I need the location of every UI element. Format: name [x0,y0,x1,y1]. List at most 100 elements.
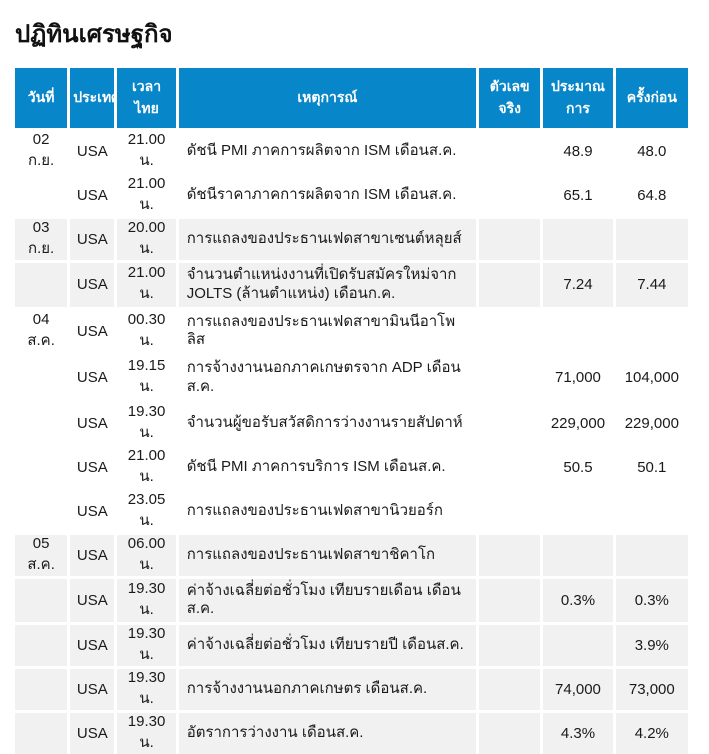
calendar-body: 02 ก.ย. USA 21.00 น. ดัชนี PMI ภาคการผลิ… [15,131,688,754]
cell-country: USA [70,131,115,172]
header-thai-time: เวลาไทย [117,68,176,128]
cell-forecast [543,219,613,260]
cell-previous: 7.44 [615,263,688,307]
cell-forecast [543,490,613,532]
cell-previous [615,490,688,532]
cell-previous: 73,000 [615,669,688,710]
table-row: USA 21.00 น. ดัชนีราคาภาคการผลิตจาก ISM … [15,175,688,216]
cell-actual [479,175,541,216]
cell-date: 03 ก.ย. [15,219,68,260]
header-forecast: ประมาณการ [543,68,613,128]
table-row: USA 19.30 น. ค่าจ้างเฉลี่ยต่อชั่วโมง เที… [15,625,688,666]
cell-time: 19.15 น. [117,356,176,400]
cell-event: ค่าจ้างเฉลี่ยต่อชั่วโมง เทียบรายเดือน เด… [178,578,477,622]
cell-forecast [543,309,613,353]
cell-time: 21.00 น. [117,175,176,216]
cell-country: USA [70,219,115,260]
cell-event: ดัชนีราคาภาคการผลิตจาก ISM เดือนส.ค. [178,175,477,216]
cell-actual [479,669,541,710]
cell-time: 00.30 น. [117,309,176,353]
cell-date [15,669,68,710]
cell-country: USA [70,356,115,400]
cell-event: การแถลงของประธานเฟดสาขามินนีอาโพลิส [178,309,477,353]
table-row: 02 ก.ย. USA 21.00 น. ดัชนี PMI ภาคการผลิ… [15,131,688,172]
cell-date [15,578,68,622]
cell-forecast: 65.1 [543,175,613,216]
cell-event: การจ้างงานนอกภาคเกษตร เดือนส.ค. [178,669,477,710]
cell-previous: 4.2% [615,713,688,754]
cell-date: 05 ส.ค. [15,534,68,576]
cell-actual [479,356,541,400]
table-row: 03 ก.ย. USA 20.00 น. การแถลงของประธานเฟด… [15,219,688,260]
cell-country: USA [70,402,115,444]
cell-country: USA [70,309,115,353]
cell-country: USA [70,713,115,754]
table-row: USA 21.00 น. จำนวนตำแหน่งงานที่เปิดรับสม… [15,263,688,307]
header-event: เหตุการณ์ [178,68,477,128]
header-actual: ตัวเลขจริง [479,68,541,128]
cell-date [15,713,68,754]
cell-actual [479,263,541,307]
cell-previous [615,309,688,353]
cell-event: จำนวนผู้ขอรับสวัสดิการว่างงานรายสัปดาห์ [178,402,477,444]
cell-time: 19.30 น. [117,713,176,754]
cell-forecast: 4.3% [543,713,613,754]
cell-time: 19.30 น. [117,625,176,666]
cell-event: การแถลงของประธานเฟดสาขาชิคาโก [178,534,477,576]
cell-actual [479,402,541,444]
cell-actual [479,446,541,488]
header-country: ประเทศ [70,68,115,128]
cell-previous [615,219,688,260]
cell-forecast [543,534,613,576]
cell-time: 21.00 น. [117,131,176,172]
cell-actual [479,534,541,576]
table-row: USA 21.00 น. ดัชนี PMI ภาคการบริการ ISM … [15,446,688,488]
cell-actual [479,713,541,754]
table-header: วันที่ ประเทศ เวลาไทย เหตุการณ์ ตัวเลขจร… [15,68,688,128]
cell-actual [479,578,541,622]
cell-event: การแถลงของประธานเฟดสาขาเซนต์หลุยส์ [178,219,477,260]
cell-previous: 3.9% [615,625,688,666]
table-row: 04 ส.ค. USA 00.30 น. การแถลงของประธานเฟด… [15,309,688,353]
cell-previous: 229,000 [615,402,688,444]
cell-time: 19.30 น. [117,578,176,622]
cell-country: USA [70,263,115,307]
cell-time: 21.00 น. [117,446,176,488]
cell-time: 23.05 น. [117,490,176,532]
cell-actual [479,219,541,260]
table-row: USA 19.15 น. การจ้างงานนอกภาคเกษตรจาก AD… [15,356,688,400]
table-row: USA 19.30 น. จำนวนผู้ขอรับสวัสดิการว่างง… [15,402,688,444]
cell-forecast: 48.9 [543,131,613,172]
table-row: USA 19.30 น. อัตราการว่างงาน เดือนส.ค. 4… [15,713,688,754]
table-row: USA 19.30 น. การจ้างงานนอกภาคเกษตร เดือน… [15,669,688,710]
cell-date [15,446,68,488]
cell-event: จำนวนตำแหน่งงานที่เปิดรับสมัครใหม่จาก JO… [178,263,477,307]
table-row: USA 23.05 น. การแถลงของประธานเฟดสาขานิวย… [15,490,688,532]
cell-country: USA [70,578,115,622]
cell-country: USA [70,534,115,576]
page-title: ปฏิทินเศรษฐกิจ [15,21,173,48]
cell-time: 19.30 น. [117,402,176,444]
cell-forecast: 7.24 [543,263,613,307]
cell-time: 06.00 น. [117,534,176,576]
cell-previous: 64.8 [615,175,688,216]
cell-date: 04 ส.ค. [15,309,68,353]
cell-event: ดัชนี PMI ภาคการบริการ ISM เดือนส.ค. [178,446,477,488]
cell-previous: 50.1 [615,446,688,488]
cell-date [15,263,68,307]
cell-event: ค่าจ้างเฉลี่ยต่อชั่วโมง เทียบรายปี เดือน… [178,625,477,666]
cell-time: 19.30 น. [117,669,176,710]
cell-country: USA [70,490,115,532]
cell-forecast: 74,000 [543,669,613,710]
cell-actual [479,309,541,353]
cell-country: USA [70,446,115,488]
cell-actual [479,131,541,172]
cell-date [15,402,68,444]
cell-time: 21.00 น. [117,263,176,307]
cell-forecast [543,625,613,666]
cell-previous: 104,000 [615,356,688,400]
cell-forecast: 229,000 [543,402,613,444]
cell-date [15,625,68,666]
cell-event: การแถลงของประธานเฟดสาขานิวยอร์ก [178,490,477,532]
